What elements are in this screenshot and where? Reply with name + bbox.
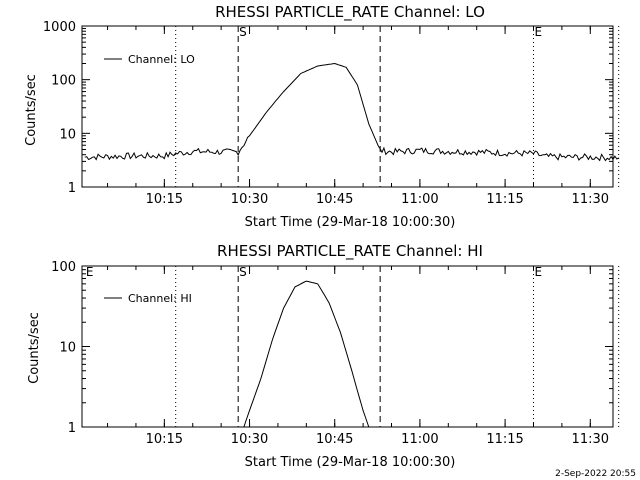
x-tick-label: 10:30 <box>231 192 268 207</box>
y-tick-label: 1 <box>68 421 76 436</box>
x-tick-label: 11:15 <box>486 432 523 447</box>
marker-label: E <box>534 25 542 39</box>
x-axis-label-lo: Start Time (29-Mar-18 10:00:30) <box>245 215 456 230</box>
marker-label: S <box>239 265 247 279</box>
x-tick-label: 11:30 <box>572 192 609 207</box>
legend-label-hi: Channel: HI <box>128 292 192 305</box>
x-tick-label: 10:45 <box>316 192 353 207</box>
x-tick-label: 10:45 <box>316 432 353 447</box>
y-axis-label-hi: Counts/sec <box>27 312 42 384</box>
y-tick-label: 1000 <box>43 20 76 35</box>
y-tick-label: 10 <box>59 127 76 142</box>
x-tick-label: 11:30 <box>572 432 609 447</box>
x-tick-label: 10:30 <box>231 432 268 447</box>
y-tick-label: 1 <box>68 181 76 196</box>
chart-title-hi: RHESSI PARTICLE_RATE Channel: HI <box>217 242 483 261</box>
y-tick-label: 100 <box>51 74 76 89</box>
series-line-0 <box>84 62 619 162</box>
x-tick-label: 11:15 <box>486 192 523 207</box>
marker-label: E <box>86 265 94 279</box>
chart-marks: 1 10 100 1000 10:15 10:30 10:45 11:00 11:15 11:30… <box>43 20 620 447</box>
x-tick-label: 11:00 <box>401 192 438 207</box>
x-tick-label: 11:00 <box>401 432 438 447</box>
y-tick-label: 10 <box>59 341 76 356</box>
legend-label-lo: Channel: LO <box>128 53 195 66</box>
x-tick-label: 10:15 <box>146 192 183 207</box>
marker-label: E <box>534 265 542 279</box>
series-line-1 <box>243 280 370 428</box>
marker-label: S <box>239 25 247 39</box>
y-axis-label-lo: Counts/sec <box>24 74 39 146</box>
footer-timestamp: 2-Sep-2022 20:55 <box>555 469 636 479</box>
x-tick-label: 10:15 <box>146 432 183 447</box>
plot-frame-0 <box>81 25 614 188</box>
y-tick-label: 100 <box>51 260 76 275</box>
x-axis-label-hi: Start Time (29-Mar-18 10:00:30) <box>245 455 456 470</box>
chart-title-lo: RHESSI PARTICLE_RATE Channel: LO <box>215 3 485 22</box>
